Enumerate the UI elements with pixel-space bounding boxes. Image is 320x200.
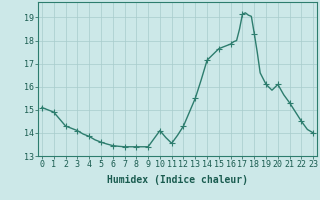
X-axis label: Humidex (Indice chaleur): Humidex (Indice chaleur) (107, 175, 248, 185)
